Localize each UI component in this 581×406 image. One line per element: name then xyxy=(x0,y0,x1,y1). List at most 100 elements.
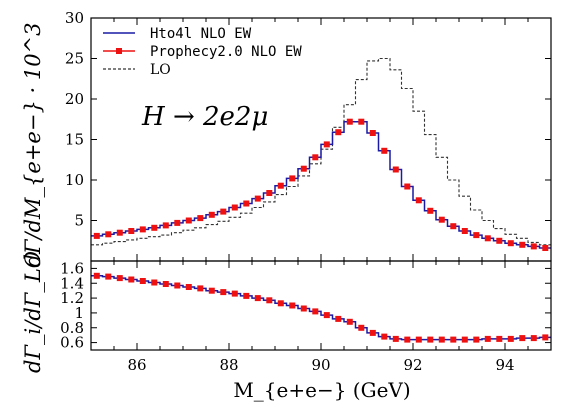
series-point-prophecy2-0-nlo-ew xyxy=(484,235,491,242)
series-point-prophecy2-0-nlo-ew xyxy=(450,223,457,230)
series-point-prophecy2-0-nlo-ew xyxy=(128,276,135,283)
series-point-prophecy2-0-nlo-ew xyxy=(197,285,204,292)
series-point-prophecy2-0-nlo-ew xyxy=(473,232,480,239)
series-point-prophecy2-0-nlo-ew xyxy=(496,335,503,342)
x-axis-label: M_{e+e−} (GeV) xyxy=(233,378,410,402)
series-point-prophecy2-0-nlo-ew xyxy=(151,279,158,286)
series-point-prophecy2-0-nlo-ew xyxy=(415,197,422,204)
series-point-prophecy2-0-nlo-ew xyxy=(323,312,330,319)
series-point-prophecy2-0-nlo-ew xyxy=(369,130,376,136)
series-point-prophecy2-0-nlo-ew xyxy=(346,318,353,325)
series-line-hto4l-nlo-ew xyxy=(91,275,551,341)
ratio-plot-frame xyxy=(90,260,552,351)
y-tick-label: 1.4 xyxy=(60,274,84,292)
series-point-prophecy2-0-nlo-ew xyxy=(358,324,365,331)
y-tick-label: 0.8 xyxy=(60,319,84,337)
legend: Hto4l NLO EW Prophecy2.0 NLO EW LO xyxy=(103,26,302,78)
series-point-prophecy2-0-nlo-ew xyxy=(461,336,468,343)
legend-label-prophecy: Prophecy2.0 NLO EW xyxy=(150,44,302,60)
series-point-prophecy2-0-nlo-ew xyxy=(231,204,238,211)
ratio-axis-ticks: 0.60.811.21.41.6 86 88 90 92 94 xyxy=(60,259,552,374)
series-point-prophecy2-0-nlo-ew xyxy=(220,289,227,296)
series-point-prophecy2-0-nlo-ew xyxy=(162,222,169,229)
series-point-prophecy2-0-nlo-ew xyxy=(461,228,468,234)
series-point-prophecy2-0-nlo-ew xyxy=(197,215,204,222)
x-tick-label: 90 xyxy=(311,356,330,374)
series-point-prophecy2-0-nlo-ew xyxy=(93,232,100,239)
series-point-prophecy2-0-nlo-ew xyxy=(427,207,434,214)
series-point-prophecy2-0-nlo-ew xyxy=(116,275,123,282)
series-point-prophecy2-0-nlo-ew xyxy=(427,336,434,343)
x-tick-label: 88 xyxy=(219,356,238,374)
series-point-prophecy2-0-nlo-ew xyxy=(277,300,284,307)
main-panel: 5 10 15 20 25 30 H → 2e2μ Hto4l NLO EW Prophe… xyxy=(21,9,552,268)
series-point-prophecy2-0-nlo-ew xyxy=(151,224,158,231)
series-point-prophecy2-0-nlo-ew xyxy=(139,226,146,233)
series-point-prophecy2-0-nlo-ew xyxy=(381,147,388,154)
ratio-panel: 0.60.811.21.41.6 86 88 90 92 94 dΓ_i/dΓ_LO M_… xyxy=(21,251,552,402)
main-y-axis-label: dΓ/dM_{e+e−} · 10^3 xyxy=(21,22,45,267)
series-point-prophecy2-0-nlo-ew xyxy=(185,217,192,224)
series-point-prophecy2-0-nlo-ew xyxy=(93,272,100,279)
series-point-prophecy2-0-nlo-ew xyxy=(335,315,342,322)
series-point-prophecy2-0-nlo-ew xyxy=(369,329,376,336)
series-point-prophecy2-0-nlo-ew xyxy=(335,129,342,136)
series-point-prophecy2-0-nlo-ew xyxy=(185,284,192,290)
series-point-prophecy2-0-nlo-ew xyxy=(404,183,411,190)
series-point-prophecy2-0-nlo-ew xyxy=(105,231,112,238)
series-point-prophecy2-0-nlo-ew xyxy=(381,333,388,340)
series-point-prophecy2-0-nlo-ew xyxy=(323,141,330,148)
series-point-prophecy2-0-nlo-ew xyxy=(519,241,526,248)
series-point-prophecy2-0-nlo-ew xyxy=(128,228,135,234)
series-line-lo xyxy=(91,57,551,246)
legend-marker-prophecy xyxy=(116,48,122,54)
series-point-prophecy2-0-nlo-ew xyxy=(530,243,537,250)
series-point-prophecy2-0-nlo-ew xyxy=(404,336,411,343)
y-tick-label: 0.6 xyxy=(60,334,84,352)
series-point-prophecy2-0-nlo-ew xyxy=(346,118,353,125)
series-point-prophecy2-0-nlo-ew xyxy=(300,305,307,312)
series-point-prophecy2-0-nlo-ew xyxy=(542,245,549,251)
series-point-prophecy2-0-nlo-ew xyxy=(507,240,514,247)
ratio-series-group xyxy=(91,272,551,343)
series-point-prophecy2-0-nlo-ew xyxy=(162,281,169,287)
series-point-prophecy2-0-nlo-ew xyxy=(358,118,365,125)
series-point-prophecy2-0-nlo-ew xyxy=(220,208,227,215)
series-point-prophecy2-0-nlo-ew xyxy=(289,302,296,309)
y-tick-label: 1.2 xyxy=(60,289,84,307)
series-point-prophecy2-0-nlo-ew xyxy=(438,216,445,223)
series-point-prophecy2-0-nlo-ew xyxy=(174,219,181,226)
x-tick-label: 86 xyxy=(127,356,146,374)
series-point-prophecy2-0-nlo-ew xyxy=(116,229,123,236)
process-annotation: H → 2e2μ xyxy=(141,102,268,132)
series-point-prophecy2-0-nlo-ew xyxy=(243,292,250,299)
series-point-prophecy2-0-nlo-ew xyxy=(312,154,319,161)
series-point-prophecy2-0-nlo-ew xyxy=(105,273,112,280)
series-point-prophecy2-0-nlo-ew xyxy=(438,336,445,343)
series-point-prophecy2-0-nlo-ew xyxy=(289,175,296,182)
series-point-prophecy2-0-nlo-ew xyxy=(312,308,319,315)
y-tick-label: 20 xyxy=(65,90,84,108)
series-point-prophecy2-0-nlo-ew xyxy=(507,335,514,342)
series-point-prophecy2-0-nlo-ew xyxy=(392,335,399,342)
series-point-prophecy2-0-nlo-ew xyxy=(231,290,238,297)
series-point-prophecy2-0-nlo-ew xyxy=(254,195,261,202)
x-tick-label: 94 xyxy=(495,356,514,374)
y-tick-label: 30 xyxy=(65,9,84,27)
series-point-prophecy2-0-nlo-ew xyxy=(496,237,503,244)
series-point-prophecy2-0-nlo-ew xyxy=(530,335,537,342)
series-point-prophecy2-0-nlo-ew xyxy=(392,166,399,173)
series-point-prophecy2-0-nlo-ew xyxy=(208,211,215,218)
series-point-prophecy2-0-nlo-ew xyxy=(542,334,549,341)
series-point-prophecy2-0-nlo-ew xyxy=(519,335,526,342)
series-point-prophecy2-0-nlo-ew xyxy=(174,282,181,289)
series-point-prophecy2-0-nlo-ew xyxy=(139,278,146,284)
y-tick-label: 15 xyxy=(65,131,84,149)
series-point-prophecy2-0-nlo-ew xyxy=(300,165,307,172)
series-line-hto4l-nlo-ew xyxy=(91,120,551,249)
y-tick-label: 1 xyxy=(74,304,84,322)
series-point-prophecy2-0-nlo-ew xyxy=(266,297,273,304)
series-point-prophecy2-0-nlo-ew xyxy=(277,182,284,189)
series-point-prophecy2-0-nlo-ew xyxy=(266,190,273,196)
